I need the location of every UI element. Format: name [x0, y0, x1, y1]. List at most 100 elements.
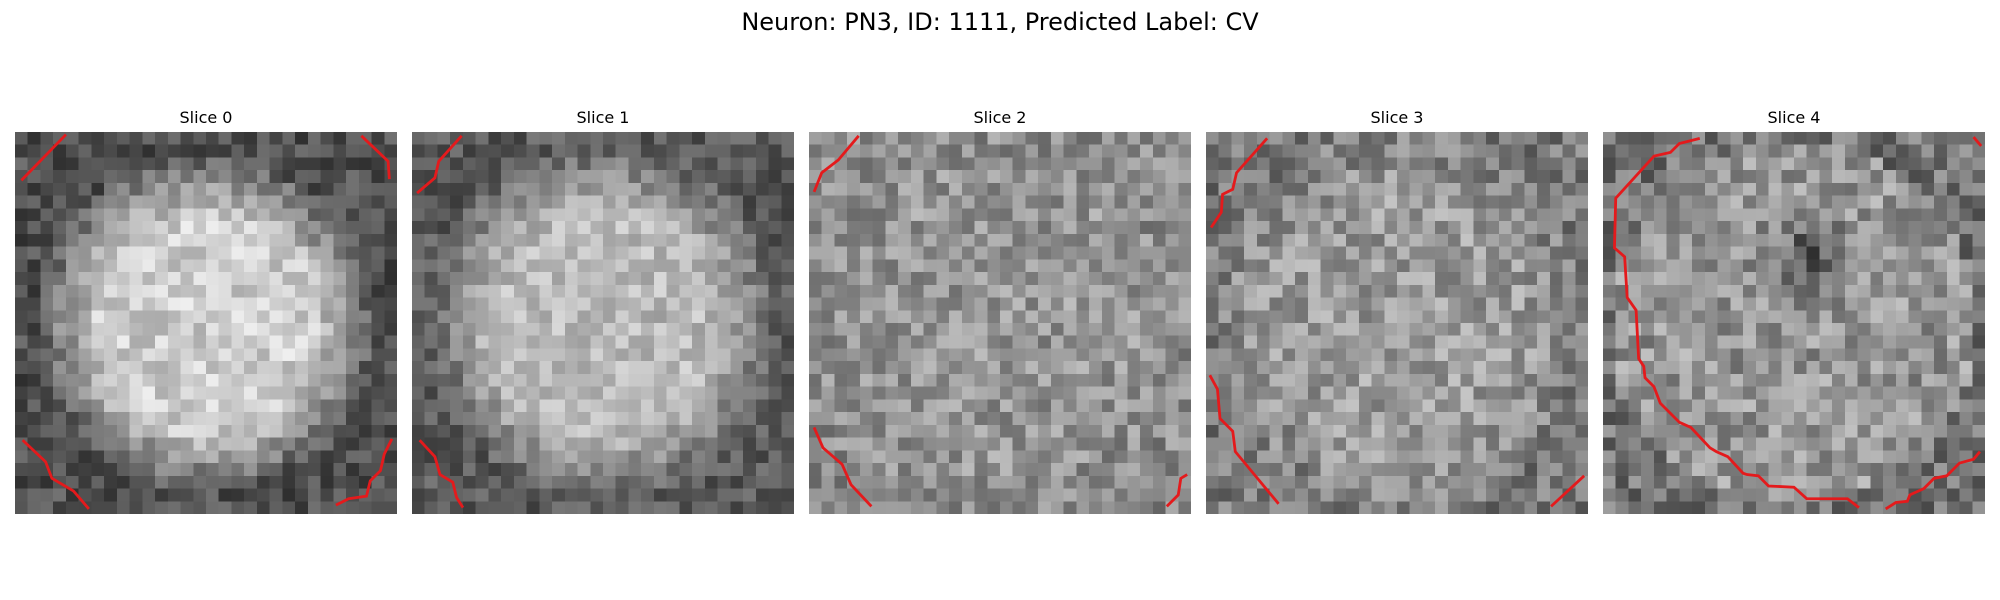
pixel: [755, 246, 769, 260]
pixel: [91, 475, 105, 489]
pixel: [1295, 246, 1309, 260]
pixel: [898, 182, 912, 196]
pixel: [1447, 310, 1461, 324]
pixel: [898, 297, 912, 311]
pixel: [371, 399, 385, 413]
pixel: [450, 272, 464, 286]
pixel: [424, 144, 438, 158]
pixel: [679, 310, 693, 324]
pixel: [755, 297, 769, 311]
pixel: [1050, 386, 1064, 400]
pixel: [1140, 208, 1154, 222]
pixel: [1152, 297, 1166, 311]
pixel: [295, 488, 309, 502]
pixel: [847, 144, 861, 158]
pixel: [1307, 246, 1321, 260]
pixel: [155, 412, 169, 426]
pixel: [1165, 437, 1179, 451]
pixel: [1089, 373, 1103, 387]
pixel: [949, 221, 963, 235]
pixel: [193, 132, 207, 145]
pixel: [412, 182, 425, 196]
pixel: [1050, 144, 1064, 158]
pixel: [898, 144, 912, 158]
pixel: [743, 386, 757, 400]
pixel: [1615, 233, 1629, 247]
pixel: [91, 310, 105, 324]
pixel: [412, 361, 425, 375]
pixel: [513, 297, 527, 311]
pixel: [1384, 157, 1398, 171]
pixel: [1921, 221, 1935, 235]
pixel: [1972, 335, 1985, 349]
pixel: [15, 132, 28, 145]
pixel: [641, 284, 655, 298]
pixel: [821, 233, 835, 247]
pixel: [564, 335, 578, 349]
pixel: [564, 272, 578, 286]
pixel: [961, 386, 975, 400]
pixel: [1178, 195, 1191, 209]
pixel: [53, 437, 67, 451]
pixel: [244, 437, 258, 451]
pixel: [1218, 475, 1232, 489]
pixel: [1794, 463, 1807, 477]
pixel: [1717, 386, 1731, 400]
pixel: [40, 361, 54, 375]
pixel: [1447, 144, 1461, 158]
pixel: [116, 284, 130, 298]
pixel: [717, 386, 731, 400]
pixel: [488, 450, 502, 464]
pixel: [872, 170, 886, 184]
pixel: [1794, 195, 1807, 209]
pixel: [1549, 221, 1563, 235]
pixel: [1140, 233, 1154, 247]
pixel: [1870, 501, 1884, 514]
pixel: [577, 386, 591, 400]
pixel: [1895, 475, 1909, 489]
pixel: [1473, 323, 1487, 336]
pixel: [193, 297, 207, 311]
pixel: [1575, 246, 1588, 260]
pixel: [1012, 399, 1026, 413]
pixel: [1575, 501, 1588, 514]
pixel: [1755, 437, 1769, 451]
pixel: [834, 335, 848, 349]
pixel: [564, 373, 578, 387]
pixel: [1755, 246, 1769, 260]
pixel: [1870, 399, 1884, 413]
pixel: [155, 348, 169, 362]
pixel: [539, 233, 553, 247]
pixel: [1768, 195, 1782, 209]
pixel: [768, 488, 782, 502]
pixel: [78, 335, 92, 349]
pixel: [628, 323, 642, 336]
pixel: [1473, 144, 1487, 158]
pixel: [1371, 412, 1385, 426]
pixel: [1076, 450, 1090, 464]
pixel: [1806, 195, 1820, 209]
pixel: [615, 170, 629, 184]
pixel: [768, 424, 782, 438]
pixel: [809, 221, 822, 235]
pixel: [206, 373, 219, 387]
pixel: [1409, 450, 1423, 464]
pixel: [526, 373, 540, 387]
pixel: [1615, 170, 1629, 184]
pixel: [475, 348, 489, 362]
pixel: [1857, 284, 1871, 298]
pixel: [781, 386, 794, 400]
pixel: [346, 399, 360, 413]
pixel: [269, 208, 283, 222]
pixel: [1012, 361, 1026, 375]
pixel: [27, 284, 41, 298]
pixel: [167, 335, 181, 349]
pixel: [475, 221, 489, 235]
pixel: [1460, 297, 1474, 311]
pixel: [859, 259, 873, 273]
pixel: [1178, 463, 1191, 477]
pixel: [244, 246, 258, 260]
pixel: [155, 246, 169, 260]
pixel: [116, 182, 130, 196]
pixel: [1537, 208, 1551, 222]
